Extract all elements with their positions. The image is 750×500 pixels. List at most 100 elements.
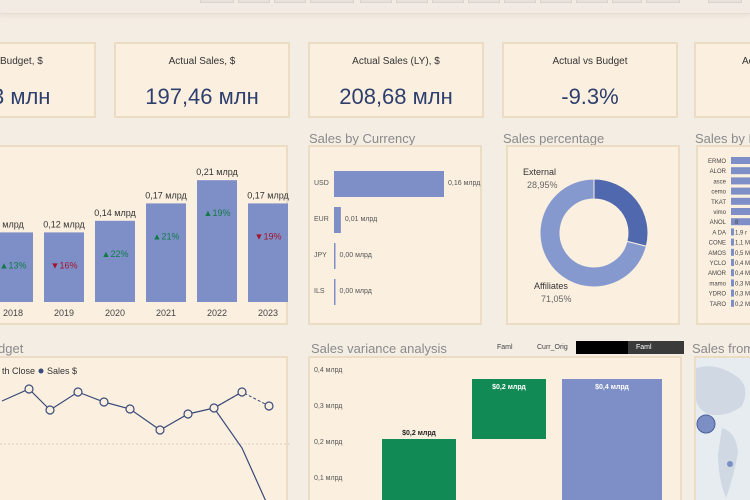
section-title-sales-from: Sales from: [692, 341, 750, 356]
currency-bar: [334, 279, 336, 305]
variance-y-tick: 0,1 млрд: [314, 475, 342, 482]
currency-axis-label: JPY: [314, 252, 327, 259]
variance-bar-label: $0,2 млрд: [492, 384, 526, 391]
sales-by-bar: [731, 208, 750, 215]
budget-line-chart: th Close Sales $: [0, 366, 290, 500]
point-marker: [155, 425, 165, 435]
year-axis-label: 2019: [54, 308, 74, 318]
kpi-card-actual-sales-ly[interactable]: Actual Sales (LY), $ 208,68 млн: [308, 42, 484, 118]
point-marker: [183, 409, 193, 419]
donut-category-label: External: [523, 167, 556, 177]
year-bar-value-label: 0,17 млрд: [145, 190, 187, 200]
budget-line-chart-card[interactable]: th Close Sales $: [0, 356, 290, 500]
legend-label-left: th Close: [2, 366, 35, 376]
kpi-card-budget[interactable]: Budget, $ 3 млн: [0, 42, 96, 118]
toolbar-button[interactable]: [576, 0, 608, 3]
percentage-chart-card[interactable]: External 28,95% Affiliates 71,05%: [506, 145, 680, 325]
currency-bar: [334, 243, 336, 269]
sales-map: [696, 366, 746, 498]
donut-slice: [593, 178, 649, 247]
sales-by-axis-label: asce: [713, 179, 726, 185]
toolbar-button[interactable]: [310, 0, 354, 3]
toolbar-button[interactable]: [540, 0, 572, 3]
year-axis-label: 2022: [207, 308, 227, 318]
map-bubble[interactable]: [696, 414, 716, 434]
sales-by-axis-label: TARO: [710, 302, 727, 308]
toolbar-button[interactable]: [274, 0, 306, 3]
map-bubble[interactable]: [727, 461, 733, 467]
variance-filter-b[interactable]: Curr_Orig: [537, 344, 568, 351]
sales-by-axis-label: ALOR: [710, 169, 727, 175]
variance-bar-label: $0,4 млрд: [595, 384, 629, 391]
variance-chart-card[interactable]: 0,4 млрд 0,3 млрд 0,2 млрд 0,1 млрд $0,2 млр…: [308, 356, 682, 500]
kpi-card-actual-vs-budget[interactable]: Actual vs Budget -9.3%: [502, 42, 678, 118]
sales-by-bar: [731, 259, 734, 266]
currency-value-label: 0,01 млрд: [345, 216, 377, 223]
point-marker: [99, 397, 109, 407]
growth-label: ▲19%: [204, 208, 231, 218]
year-bar: [248, 203, 288, 302]
legend-label-right: Sales $: [47, 366, 77, 376]
variance-filter-a[interactable]: Faml: [497, 344, 513, 351]
top-toolbar: [0, 0, 750, 14]
kpi-card-partial[interactable]: Ac: [694, 42, 750, 118]
growth-label: ▼19%: [255, 231, 282, 241]
variance-bar: [382, 439, 456, 500]
sales-by-value-label: 0,5 M: [735, 251, 750, 257]
donut-value-label: 28,95%: [527, 180, 558, 190]
variance-y-tick: 0,4 млрд: [314, 367, 342, 374]
toolbar-button[interactable]: [612, 0, 642, 3]
kpi-value: 208,68 млн: [339, 84, 453, 109]
point-marker: [125, 404, 135, 414]
year-bar-value-label: млрд: [2, 219, 24, 229]
toolbar-button[interactable]: [238, 0, 270, 3]
variance-y-tick: 0,2 млрд: [314, 439, 342, 446]
toolbar-button[interactable]: [432, 0, 464, 3]
variance-bar: [562, 379, 662, 500]
yearly-sales-chart: млрд 2018 ▲13% 0,12 млрд 2019 ▼16% 0,14 млрд 20…: [0, 167, 289, 318]
currency-chart-card[interactable]: USD 0,16 млрд EUR 0,01 млрд JPY 0,00 млрд ILS 0…: [308, 145, 482, 325]
year-bar: [0, 232, 33, 302]
currency-axis-label: EUR: [314, 216, 329, 223]
growth-label: ▲13%: [0, 260, 26, 270]
yearly-sales-chart-card[interactable]: млрд 2018 ▲13% 0,12 млрд 2019 ▼16% 0,14 млрд 20…: [0, 145, 289, 325]
section-title-currency: Sales by Currency: [309, 131, 416, 146]
sales-by-bar: [731, 279, 734, 287]
growth-label: ▲22%: [102, 249, 129, 259]
sales-by-chart-card[interactable]: ERMO ALOR asce cemo TKAT vimo ANOL 8 A DA 1,9 r CO…: [696, 145, 750, 325]
legend-marker: [38, 368, 44, 374]
year-bar-value-label: 0,14 млрд: [94, 208, 136, 218]
sales-map-card[interactable]: [694, 356, 750, 500]
sales-by-bar: [731, 157, 750, 164]
currency-chart: USD 0,16 млрд EUR 0,01 млрд JPY 0,00 млрд ILS 0…: [314, 171, 480, 305]
sales-by-bar: [731, 299, 734, 307]
toolbar-button[interactable]: [396, 0, 428, 3]
toolbar-button[interactable]: [708, 0, 742, 3]
map-landmass: [696, 366, 746, 415]
sales-by-bar: [731, 187, 750, 195]
sales-by-axis-label: ERMO: [708, 159, 726, 165]
variance-filter-c[interactable]: Faml: [628, 341, 684, 354]
toolbar-button[interactable]: [360, 0, 392, 3]
sales-by-bar: [731, 289, 734, 297]
variance-bar-label: $0,2 млрд: [402, 430, 436, 437]
kpi-value: -9.3%: [561, 84, 619, 109]
donut-value-label: 71,05%: [541, 294, 572, 304]
toolbar-button[interactable]: [200, 0, 234, 3]
toolbar-button[interactable]: [646, 0, 680, 3]
section-title-sales-by: Sales by P: [695, 131, 750, 146]
kpi-value: 197,46 млн: [145, 84, 259, 109]
currency-axis-label: ILS: [314, 288, 325, 295]
toolbar-button[interactable]: [504, 0, 536, 3]
sales-by-value-label: 8: [735, 220, 739, 226]
point-marker: [264, 401, 274, 411]
sales-by-axis-label: ANOL: [710, 220, 727, 226]
kpi-card-actual-sales[interactable]: Actual Sales, $ 197,46 млн: [114, 42, 290, 118]
sales-by-value-label: 0,3 M: [735, 281, 750, 287]
currency-value-label: 0,00 млрд: [340, 288, 372, 295]
sales-by-axis-label: TKAT: [711, 200, 726, 206]
sales-by-axis-label: CONE: [709, 241, 726, 247]
toolbar-button[interactable]: [468, 0, 500, 3]
budget-line: [1, 388, 243, 431]
redacted-box: [576, 341, 628, 354]
